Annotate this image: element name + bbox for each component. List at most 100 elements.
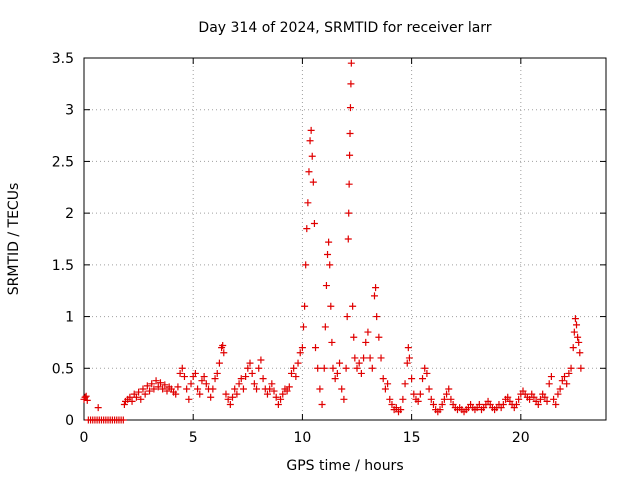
data-point <box>342 364 350 372</box>
data-point <box>565 369 573 377</box>
data-point <box>346 130 354 138</box>
data-point <box>397 406 405 414</box>
data-point <box>347 80 355 88</box>
data-point <box>233 390 241 398</box>
data-point <box>336 359 344 367</box>
data-point <box>224 395 232 403</box>
data-point <box>345 209 353 217</box>
data-point <box>292 373 300 381</box>
x-tick-label: 15 <box>403 430 421 446</box>
y-tick-label: 2.5 <box>52 154 74 170</box>
data-point <box>573 321 581 329</box>
data-point <box>350 333 358 341</box>
data-point <box>309 178 317 186</box>
data-point <box>180 373 188 381</box>
data-point <box>343 313 351 321</box>
data-point <box>154 383 162 391</box>
data-point <box>344 235 352 243</box>
data-point <box>242 373 250 381</box>
data-point <box>373 313 381 321</box>
data-point <box>541 393 549 401</box>
data-point <box>82 392 90 400</box>
data-point <box>534 400 542 408</box>
data-point <box>285 383 293 391</box>
data-point <box>270 387 278 395</box>
data-point <box>445 385 453 393</box>
data-point <box>231 385 239 393</box>
data-point <box>322 282 330 290</box>
data-point <box>148 380 156 388</box>
data-point <box>345 180 353 188</box>
data-point <box>545 380 553 388</box>
data-point <box>255 364 263 372</box>
data-point <box>563 380 571 388</box>
data-point <box>152 377 160 385</box>
data-point <box>436 406 444 414</box>
data-point <box>333 369 341 377</box>
data-point <box>392 404 400 412</box>
data-point <box>360 354 368 362</box>
data-point <box>475 400 483 408</box>
data-point <box>143 382 151 390</box>
data-point <box>558 377 566 385</box>
data-point <box>346 151 354 159</box>
data-point <box>499 400 507 408</box>
data-point <box>150 385 158 393</box>
data-point <box>405 354 413 362</box>
data-point <box>399 395 407 403</box>
data-point <box>569 344 577 352</box>
data-point <box>200 373 208 381</box>
data-point <box>370 292 378 300</box>
data-point <box>266 385 274 393</box>
data-point <box>388 400 396 408</box>
data-point <box>554 390 562 398</box>
data-point <box>427 395 435 403</box>
data-point <box>263 390 271 398</box>
data-point <box>294 359 302 367</box>
data-point <box>408 375 416 383</box>
data-point <box>576 349 584 357</box>
data-point <box>302 261 310 269</box>
data-point <box>504 393 512 401</box>
y-tick-label: 1 <box>65 310 74 326</box>
data-point <box>303 225 311 233</box>
data-point <box>222 390 230 398</box>
data-point <box>126 393 134 401</box>
data-point <box>386 395 394 403</box>
data-point <box>346 104 354 112</box>
data-point <box>274 400 282 408</box>
y-tick-label: 0.5 <box>52 361 74 377</box>
data-point <box>185 395 193 403</box>
data-point <box>304 199 312 207</box>
data-point <box>351 354 359 362</box>
data-point <box>213 369 221 377</box>
data-point <box>324 251 332 259</box>
data-point <box>250 380 258 388</box>
data-point <box>567 364 575 372</box>
data-point <box>128 397 136 405</box>
data-point <box>272 393 280 401</box>
data-point <box>296 349 304 357</box>
data-point <box>536 395 544 403</box>
data-point <box>146 387 154 395</box>
data-point <box>325 238 333 246</box>
data-point <box>416 390 424 398</box>
data-point <box>300 323 308 331</box>
data-point <box>196 390 204 398</box>
data-point <box>305 168 313 176</box>
data-point <box>226 400 234 408</box>
data-point <box>253 385 261 393</box>
data-point <box>141 390 149 398</box>
data-point <box>314 364 322 372</box>
data-point <box>421 364 429 372</box>
data-point <box>139 385 147 393</box>
data-point <box>347 59 355 67</box>
data-point <box>277 395 285 403</box>
data-point <box>183 385 191 393</box>
data-point <box>318 400 326 408</box>
data-point <box>547 373 555 381</box>
data-point <box>191 369 199 377</box>
data-point <box>515 395 523 403</box>
data-point <box>377 354 385 362</box>
y-axis-label: SRMTID / TECUs <box>6 183 22 296</box>
